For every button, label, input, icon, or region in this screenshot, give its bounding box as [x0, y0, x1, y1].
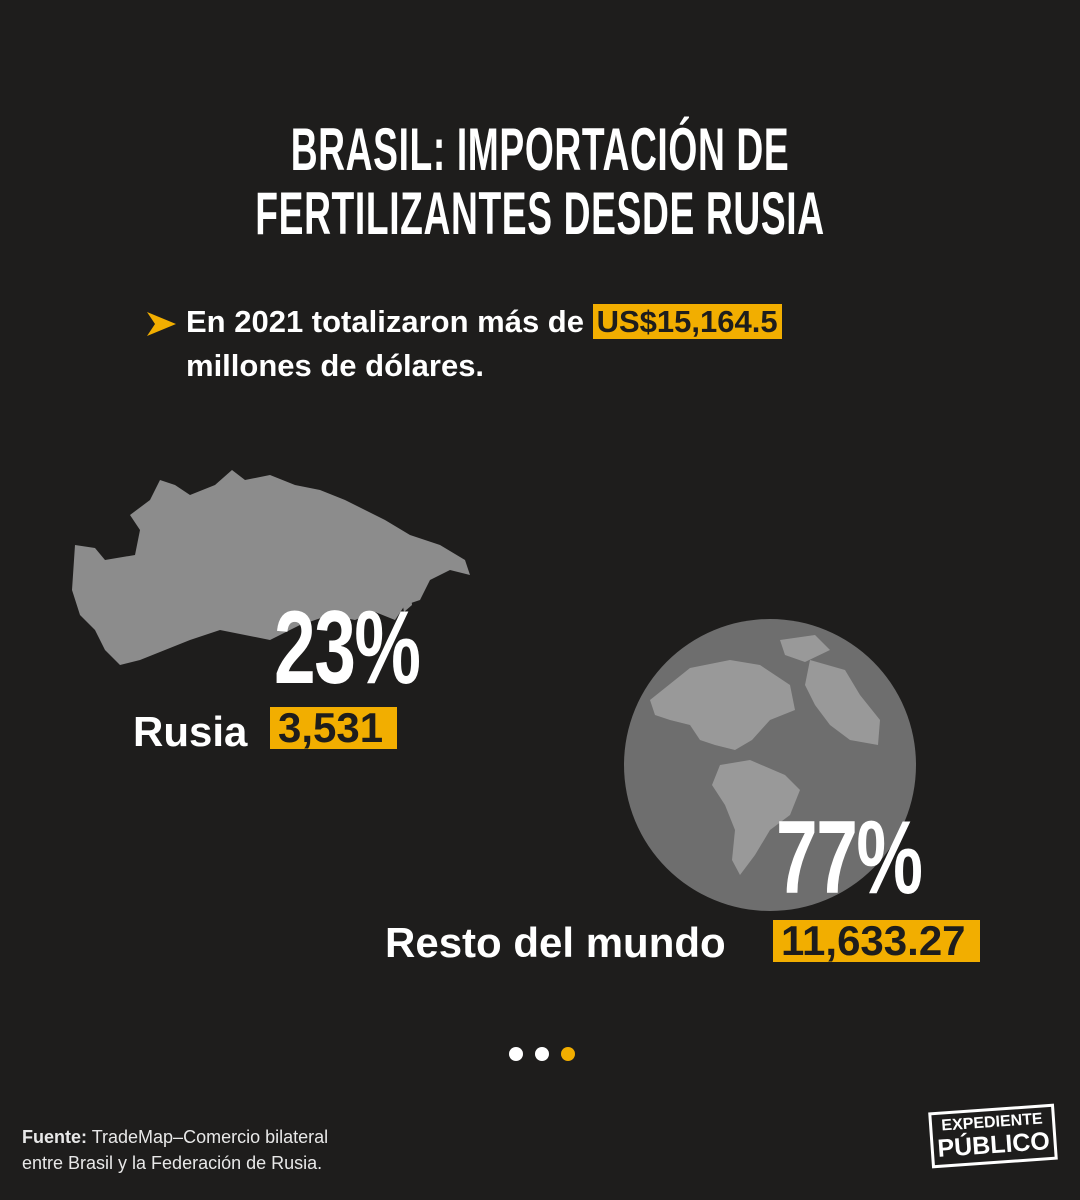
intro-text: En 2021 totalizaron más de	[186, 304, 584, 339]
source-text: TradeMap–Comercio bilateral entre Brasil…	[22, 1127, 329, 1173]
intro-highlight: US$15,164.5	[592, 304, 782, 339]
percent: 23%	[274, 590, 421, 706]
globe-europe-africa	[805, 660, 880, 745]
globe-south-america	[712, 760, 800, 875]
source-label: Fuente:	[22, 1127, 87, 1147]
globe-north-america	[650, 660, 795, 750]
russia-map	[72, 470, 470, 665]
pager-dot[interactable]	[535, 1047, 549, 1061]
title-line: FERTILIZANTES DESDE RUSIA	[255, 180, 825, 247]
percent: 77%	[776, 800, 923, 916]
globe-greenland	[780, 635, 830, 662]
logo: EXPEDIENTE PÚBLICO	[928, 1103, 1058, 1169]
intro-arrow	[147, 312, 176, 336]
pager-dot-active[interactable]	[561, 1047, 575, 1061]
pager-dot[interactable]	[509, 1047, 523, 1061]
source: Fuente: TradeMap–Comercio bilateral entr…	[22, 1124, 362, 1176]
title: BRASIL: IMPORTACIÓN DE FERTILIZANTES DES…	[205, 118, 875, 246]
item-value: 3,531	[270, 707, 398, 749]
item-label: Resto del mundo	[385, 919, 726, 966]
title-line: BRASIL: IMPORTACIÓN DE	[290, 116, 790, 183]
item-value: 11,633.27	[773, 920, 980, 962]
sakhalin	[400, 585, 412, 612]
logo-line: PÚBLICO	[936, 1127, 1051, 1163]
intro-text: millones de dólares.	[186, 348, 485, 383]
intro: En 2021 totalizaron más de US$15,164.5 m…	[186, 300, 782, 388]
item-label: Rusia	[133, 708, 248, 755]
